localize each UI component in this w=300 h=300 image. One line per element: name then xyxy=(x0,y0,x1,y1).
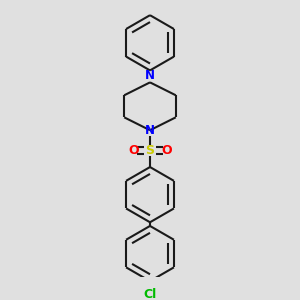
Text: Cl: Cl xyxy=(143,289,157,300)
Text: N: N xyxy=(145,68,155,82)
Text: S: S xyxy=(146,144,154,157)
Text: O: O xyxy=(128,144,139,157)
Text: N: N xyxy=(145,124,155,137)
Text: O: O xyxy=(161,144,172,157)
